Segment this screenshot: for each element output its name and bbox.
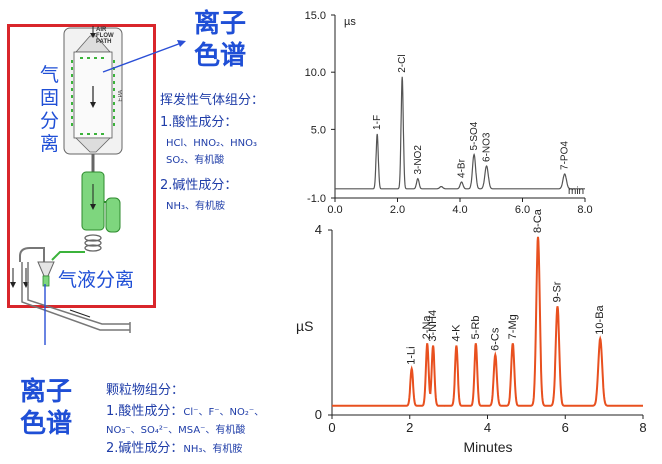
volatile-title: 挥发性气体组分： xyxy=(160,93,265,108)
chart2-peak-label: 10-Ba xyxy=(594,304,606,334)
chart1-x-tick-label: 4.0 xyxy=(452,204,467,216)
volatile-components: 挥发性气体组分： 1.酸性成分： HCl、HNO₂、HNO₃ SO₂、有机酸 2… xyxy=(160,89,300,212)
chart2-peak-label: 9-Sr xyxy=(551,281,563,302)
particulate-title: 颗粒物组分： xyxy=(106,383,185,398)
chart1-trace xyxy=(335,76,585,190)
chart2-y-tick-label: 4 xyxy=(315,222,322,237)
chart1-x-tick-label: 0.0 xyxy=(327,204,342,216)
particulate-base-line1: NH₃、有机胺 xyxy=(183,444,243,455)
gas-solid-label: 气 固 分 离 xyxy=(40,64,60,155)
gas-liquid-label: 气液分离 xyxy=(58,269,135,291)
chart1-peak-label: 2-Cl xyxy=(397,54,408,72)
chart1-y-tick-label: 5.0 xyxy=(311,124,326,136)
chart2-peak-label: 5-Rb xyxy=(470,315,482,339)
chart2-peak-label: 7-Mg xyxy=(507,314,519,339)
flow-label: AIR FLOW PATH xyxy=(96,27,114,45)
particulate-components: 颗粒物组分： 1.酸性成分：Cl⁻、F⁻、NO₂⁻、 NO₃⁻、SO₄²⁻、MS… xyxy=(106,379,296,457)
chart1-x-tick-label: 2.0 xyxy=(390,204,405,216)
ic-bottom-label: 离子 色谱 xyxy=(20,377,73,439)
outlet-pipe xyxy=(21,262,130,331)
volatile-base-title: 2.碱性成分： xyxy=(160,178,238,193)
chart1-x-unit: min xyxy=(568,186,584,197)
particulate-acid-title: 1.酸性成分： xyxy=(106,404,184,419)
chart2-peak-label: 4-K xyxy=(450,324,462,342)
chart2-trace xyxy=(332,236,643,407)
chart1-x-tick-label: 8.0 xyxy=(577,204,592,216)
chart2-peak-label: 1-Li xyxy=(406,346,418,364)
chart2-x-tick-label: 2 xyxy=(406,420,413,435)
chart1-peak-label: 6-NO3 xyxy=(482,132,493,162)
ic-top-arrow xyxy=(102,41,185,73)
denuder-green-marks xyxy=(71,57,115,135)
chart1-y-tick-label: -1.0 xyxy=(307,193,326,205)
chart1-peak-label: 3-NO2 xyxy=(413,145,424,175)
volatile-acid-title: 1.酸性成分： xyxy=(160,115,238,130)
chart1-y-unit: µs xyxy=(344,16,356,28)
separator-side xyxy=(105,197,121,233)
denuder-cone-bottom xyxy=(75,137,111,153)
ic-top-label: 离子 色谱 xyxy=(194,9,247,71)
green-line xyxy=(51,251,85,261)
apparatus-frame xyxy=(7,24,156,308)
chart1-x-tick-label: 6.0 xyxy=(515,204,530,216)
flow-arrow-inner-head xyxy=(90,102,96,108)
chart2-y-tick-label: 0 xyxy=(315,407,322,422)
chart2-x-tick-label: 6 xyxy=(562,420,569,435)
chart1-peak-label: 1-F xyxy=(372,115,383,130)
chart1-y-tick-label: 10.0 xyxy=(305,67,326,79)
chart2-peak-label: 8-Ca xyxy=(532,208,544,233)
chart1-peak-label: 5-SO4 xyxy=(469,121,480,150)
chart2-peak-label: 2-Na xyxy=(421,315,433,340)
volatile-base-line1: NH₃、有机胺 xyxy=(166,201,226,212)
chart2-x-tick-label: 8 xyxy=(639,420,646,435)
chart2-x-tick-label: 4 xyxy=(484,420,491,435)
particulate-base-title: 2.碱性成分： xyxy=(106,441,184,456)
chart2-peak-label: 3-NH4 xyxy=(427,310,439,342)
apparatus-drawing xyxy=(10,26,186,345)
chart2-x-tick-label: 0 xyxy=(328,420,335,435)
chart1-y-tick-label: 15.0 xyxy=(305,10,326,22)
chart2-y-label: µS xyxy=(296,318,313,334)
collector-tube xyxy=(19,247,45,262)
chart1-peak-label: 7-PO4 xyxy=(560,141,571,170)
coil xyxy=(84,234,102,252)
outlet-arrow xyxy=(69,309,91,318)
particulate-acid-line2: NO₃⁻、SO₄²⁻、MSA⁻、有机酸 xyxy=(106,425,246,436)
volatile-acid-line1: HCl、HNO₂、HNO₃ xyxy=(166,138,258,149)
volatile-acid-line2: SO₂、有机酸 xyxy=(166,155,225,166)
chart1-peak-label: 4-Br xyxy=(457,158,468,178)
chart2-peak-label: 6-Cs xyxy=(489,327,501,351)
chart2-x-label: Minutes xyxy=(463,439,512,455)
particulate-acid-line1: Cl⁻、F⁻、NO₂⁻、 xyxy=(183,407,265,418)
